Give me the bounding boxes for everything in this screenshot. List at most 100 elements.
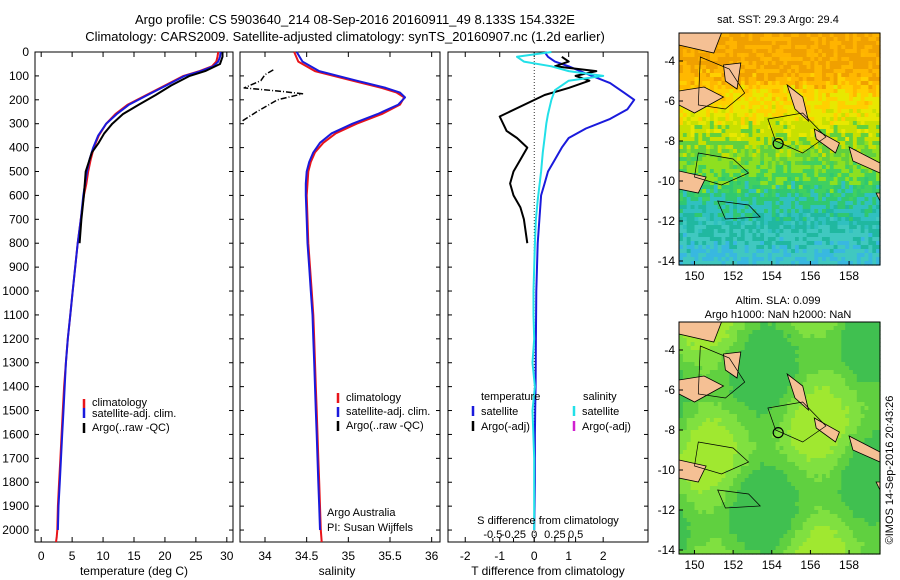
sst-map-cell [733,57,738,62]
sst-map-cell [725,205,730,210]
sla-map-cell [864,390,869,395]
sst-map-cell [702,61,707,66]
sla-map-cell [744,426,750,431]
sla-map-cell [729,398,734,403]
sst-map-cell [787,41,792,46]
sla-map-cell [822,326,827,331]
difference-xtick-label: -1 [494,549,505,563]
sla-map-cell [686,354,692,359]
sst-map-cell [825,81,831,86]
sst-map-cell [737,117,742,122]
sst-map-cell [860,125,866,130]
sla-map-cell [733,434,738,439]
sst-map-cell [767,149,773,154]
sla-map-cell [849,370,854,375]
sst-map-cell [818,237,823,242]
sla-map-cell [729,390,734,395]
sst-map-cell [876,245,881,250]
sst-map-cell [737,141,742,146]
sst-map-cell [682,213,688,218]
sst-map-cell [729,109,734,114]
sla-map-cell [791,394,796,399]
sla-map-cell [837,430,842,435]
sst-map-cell [733,45,738,50]
sla-map-cell [822,378,827,383]
sst-map-cell [791,169,796,174]
sst-map-cell [845,49,850,54]
sst-map-cell [760,125,765,130]
sst-map-cell [845,233,850,238]
sst-map-cell [825,253,831,258]
sst-map-cell [690,137,696,142]
sst-map-cell [709,77,715,82]
sla-map-cell [737,330,742,335]
sst-map-cell [783,169,788,174]
sst-map-cell [737,49,742,54]
sla-map-cell [764,350,769,355]
sst-map-cell [679,145,684,150]
sla-map-cell [760,338,765,343]
sst-map-cell [682,109,688,114]
sst-map-cell [767,69,773,74]
sla-map-cell [849,378,854,383]
sst-map-cell [837,117,842,122]
sst-map-cell [744,213,750,218]
sla-map-cell [733,378,738,383]
sst-map-cell [822,33,827,38]
sst-map-cell [706,105,711,110]
sst-map-cell [806,133,812,138]
sla-map-cell [682,358,688,363]
sla-map-cell [876,342,881,347]
sla-map-cell [802,326,808,331]
sst-map-cell [756,185,761,190]
sst-map-cell [775,113,781,118]
sst-map-cell [682,65,688,70]
sla-map-cell [713,422,719,427]
sst-map-cell [783,241,788,246]
sla-map-cell [706,430,711,435]
sst-map-cell [829,85,835,90]
sst-map-cell [845,253,850,258]
sst-map-cell [717,117,723,122]
sst-map-cell [682,81,688,86]
sla-map-cell [744,410,750,415]
sst-map-cell [713,49,719,54]
sst-map-cell [706,241,711,246]
sst-map-cell [833,229,839,234]
sla-map-cell [744,354,750,359]
sst-map-cell [845,117,850,122]
sst-map-ytick-label: -4 [664,54,675,68]
sst-map-cell [706,185,711,190]
sst-map-cell [713,261,719,266]
sst-map-cell [682,141,688,146]
sst-map-cell [825,89,831,94]
sla-map-cell [814,446,819,451]
sla-map-cell [852,434,858,439]
sst-map-cell [802,189,808,194]
sst-map-cell [679,57,684,62]
sla-map-cell [756,326,761,331]
sst-map-cell [810,169,815,174]
sla-map-cell [729,406,734,411]
sla-map-cell [756,438,761,443]
sla-map-cell [864,322,869,327]
sst-map-cell [856,113,862,118]
sst-map-cell [771,177,777,182]
sst-map-cell [721,89,726,94]
sst-map-cell [864,41,869,46]
sla-map-cell [833,350,839,355]
sla-map-cell [833,358,839,363]
sst-map-cell [810,117,815,122]
sst-map-cell [767,249,773,254]
sla-map-cell [787,386,792,391]
sla-map-cell [806,342,812,347]
sla-map-cell [779,418,784,423]
sst-map-cell [787,149,792,154]
sst-map-cell [868,69,873,74]
sst-map-cell [818,229,823,234]
sla-map-cell [837,410,842,415]
sst-map-cell [876,97,881,102]
sst-map-cell [748,69,754,74]
sla-map-cell [868,322,873,327]
sst-map-cell [860,169,866,174]
